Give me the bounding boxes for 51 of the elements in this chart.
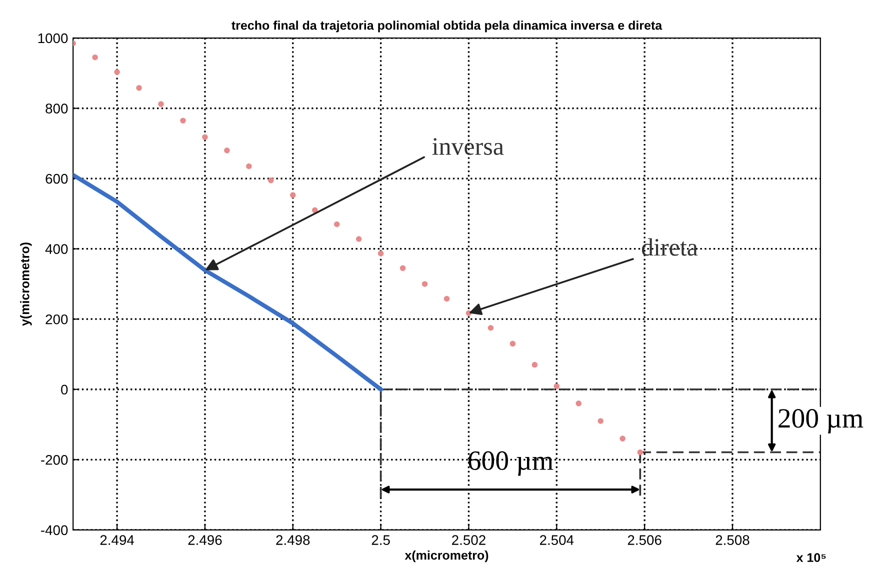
point [180,118,186,124]
x-tick-label: 2.498 [276,535,310,545]
point [598,418,604,424]
x-axis-title: x(micrometro) [404,550,488,562]
point [290,192,296,198]
point [620,436,626,442]
x-tick-label: 2.494 [100,535,134,545]
point [637,449,644,456]
annotation: direta [642,238,698,256]
point [92,54,98,60]
y-tick-label: 1000 [38,33,68,44]
x-tick-label: 2.506 [628,535,662,545]
point [246,163,252,170]
point [224,148,230,154]
text: x 10⁵ [796,553,826,562]
x-tick-label: 2.504 [540,535,574,545]
annotation: 200 µm [778,409,864,434]
point [312,207,318,214]
point [334,221,340,228]
y-tick-label: 600 [46,174,68,184]
chart-title: trecho final da trajetoria polinomial obtida pela dinamica inversa e direta [232,20,662,32]
point [466,310,472,316]
y-tick-label: 400 [45,244,68,254]
line-series [73,172,383,392]
point [554,383,560,390]
point [576,400,582,406]
point [510,340,516,347]
x-tick-label: 2.496 [188,535,222,545]
y-tick-label: 200 [46,314,68,324]
y-axis-title: y(micrometro) [20,242,32,326]
annotation: 600 µm [468,451,554,476]
point [378,250,384,256]
point [444,296,450,302]
point [268,177,274,184]
y-tick-label: -400 [41,525,68,536]
y-tick-label: 0 [61,384,68,395]
point [136,85,142,91]
point [202,134,208,140]
x-tick-label: 2.508 [716,535,750,545]
point [400,265,406,272]
point [422,281,428,287]
point [488,324,494,331]
point [532,362,538,368]
x-tick-label: 2.5 [372,535,390,545]
y-tick-label: 800 [46,104,68,114]
annotation: inversa [432,138,504,155]
point [114,69,120,75]
point [356,236,362,242]
x-tick-label: 2.502 [452,535,486,545]
y-tick-label: -200 [41,454,68,465]
point [158,101,164,107]
